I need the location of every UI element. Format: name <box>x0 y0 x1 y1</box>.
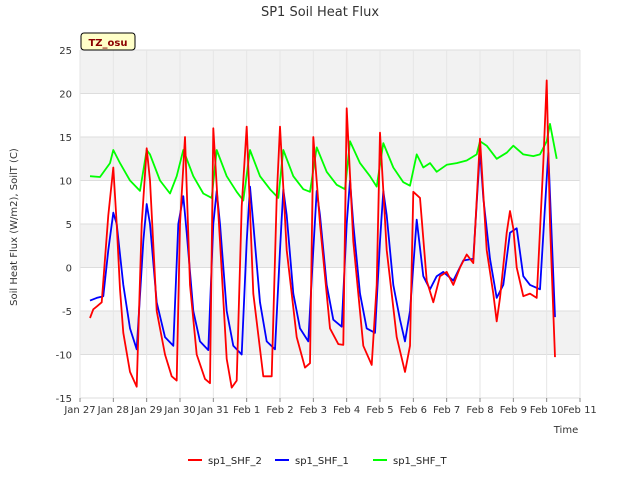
y-axis-ticks: -15 -10 -5 0 5 10 15 20 25 <box>56 46 72 405</box>
y-tick-label: -10 <box>56 351 72 362</box>
legend-label: sp1_SHF_1 <box>295 456 349 467</box>
plot-band <box>80 180 580 224</box>
x-tick-label: Feb 9 <box>500 405 527 416</box>
x-tick-label: Feb 3 <box>300 405 327 416</box>
y-tick-label: 10 <box>59 177 72 188</box>
x-tick-label: Feb 1 <box>233 405 260 416</box>
x-tick-label: Feb 6 <box>400 405 427 416</box>
series-lines <box>89 79 558 389</box>
legend: sp1_SHF_2 sp1_SHF_1 sp1_SHF_T <box>188 456 448 467</box>
plot-band <box>80 93 580 137</box>
legend-label: sp1_SHF_T <box>393 456 448 467</box>
plot-band <box>80 224 580 268</box>
x-tick-label: Jan 30 <box>163 405 195 416</box>
plot-band <box>80 311 580 355</box>
series-line-sp1-SHF-T <box>89 123 558 202</box>
x-tick-label: Feb 7 <box>433 405 460 416</box>
x-tick-label: Feb 5 <box>366 405 393 416</box>
chart-title: SP1 Soil Heat Flux <box>261 5 379 20</box>
y-axis-label: Soil Heat Flux (W/m2), SoilT (C) <box>9 148 20 306</box>
x-tick-label: Jan 29 <box>130 405 162 416</box>
x-tick-label: Jan 31 <box>197 405 229 416</box>
y-tick-label: 20 <box>59 90 72 101</box>
plot-band <box>80 50 580 94</box>
y-tick-label: 0 <box>66 264 72 275</box>
legend-label: sp1_SHF_2 <box>208 456 262 467</box>
x-tick-label: Jan 28 <box>97 405 129 416</box>
x-tick-label: Feb 8 <box>466 405 493 416</box>
x-tick-label: Feb 10 <box>530 405 564 416</box>
x-axis-ticks: Jan 27 Jan 28 Jan 29 Jan 30 Jan 31 Feb 1 Feb 2… <box>63 398 597 416</box>
y-tick-label: 15 <box>59 133 72 144</box>
y-tick-label: 5 <box>66 220 72 231</box>
grid <box>79 49 581 399</box>
timezone-badge: TZ_osu <box>80 32 136 51</box>
x-tick-label: Feb 11 <box>563 405 597 416</box>
y-tick-label: -5 <box>62 307 72 318</box>
x-axis-label: Time <box>553 425 578 436</box>
plot-bands <box>80 50 580 398</box>
x-tick-label: Feb 2 <box>266 405 293 416</box>
y-tick-label: 25 <box>59 46 72 57</box>
y-tick-label: -15 <box>56 394 72 405</box>
x-tick-label: Jan 27 <box>63 405 95 416</box>
x-tick-label: Feb 4 <box>333 405 360 416</box>
plot-band <box>80 354 580 398</box>
plot-band <box>80 137 580 181</box>
series-line-sp1-SHF-2 <box>89 79 556 389</box>
timezone-label: TZ_osu <box>88 38 127 49</box>
